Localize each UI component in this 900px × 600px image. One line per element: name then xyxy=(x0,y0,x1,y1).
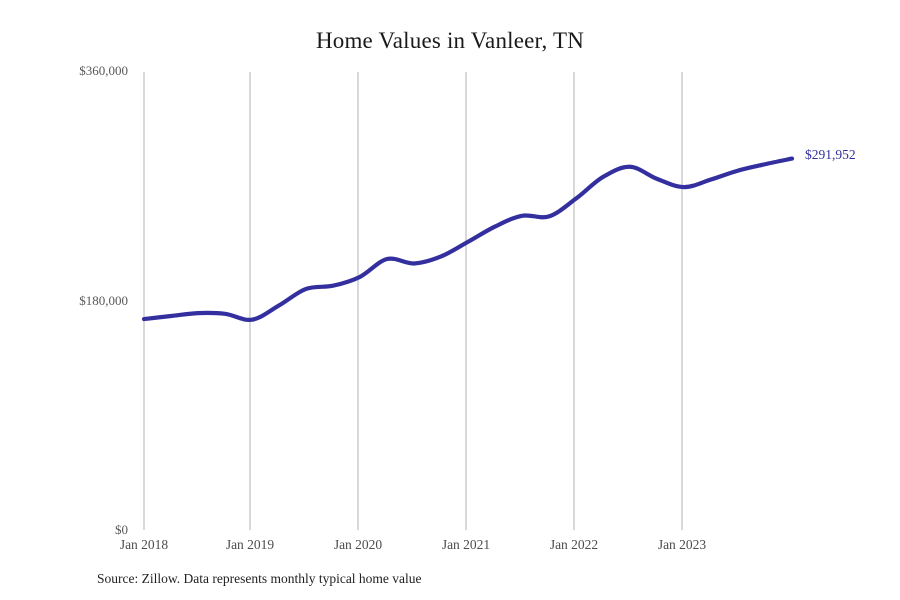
chart-title: Home Values in Vanleer, TN xyxy=(315,28,585,53)
x-axis-tick-jan-2019: Jan 2019 xyxy=(225,537,275,552)
data-line-series xyxy=(141,156,795,322)
y-axis-tick-0: $0 xyxy=(115,522,128,537)
x-axis-tick-jan-2023: Jan 2023 xyxy=(657,537,707,552)
source-note: Source: Zillow. Data represents monthly … xyxy=(97,571,422,586)
y-axis-tick-360000: $360,000 xyxy=(79,63,128,78)
x-axis-tick-jan-2018: Jan 2018 xyxy=(119,537,169,552)
y-axis-tick-180000: $180,000 xyxy=(79,293,128,308)
x-axis-tick-jan-2022: Jan 2022 xyxy=(549,537,599,552)
gridlines xyxy=(143,72,683,530)
x-axis-tick-jan-2021: Jan 2021 xyxy=(441,537,491,552)
end-value-label: $291,952 xyxy=(805,146,856,162)
x-axis-tick-jan-2020: Jan 2020 xyxy=(333,537,383,552)
